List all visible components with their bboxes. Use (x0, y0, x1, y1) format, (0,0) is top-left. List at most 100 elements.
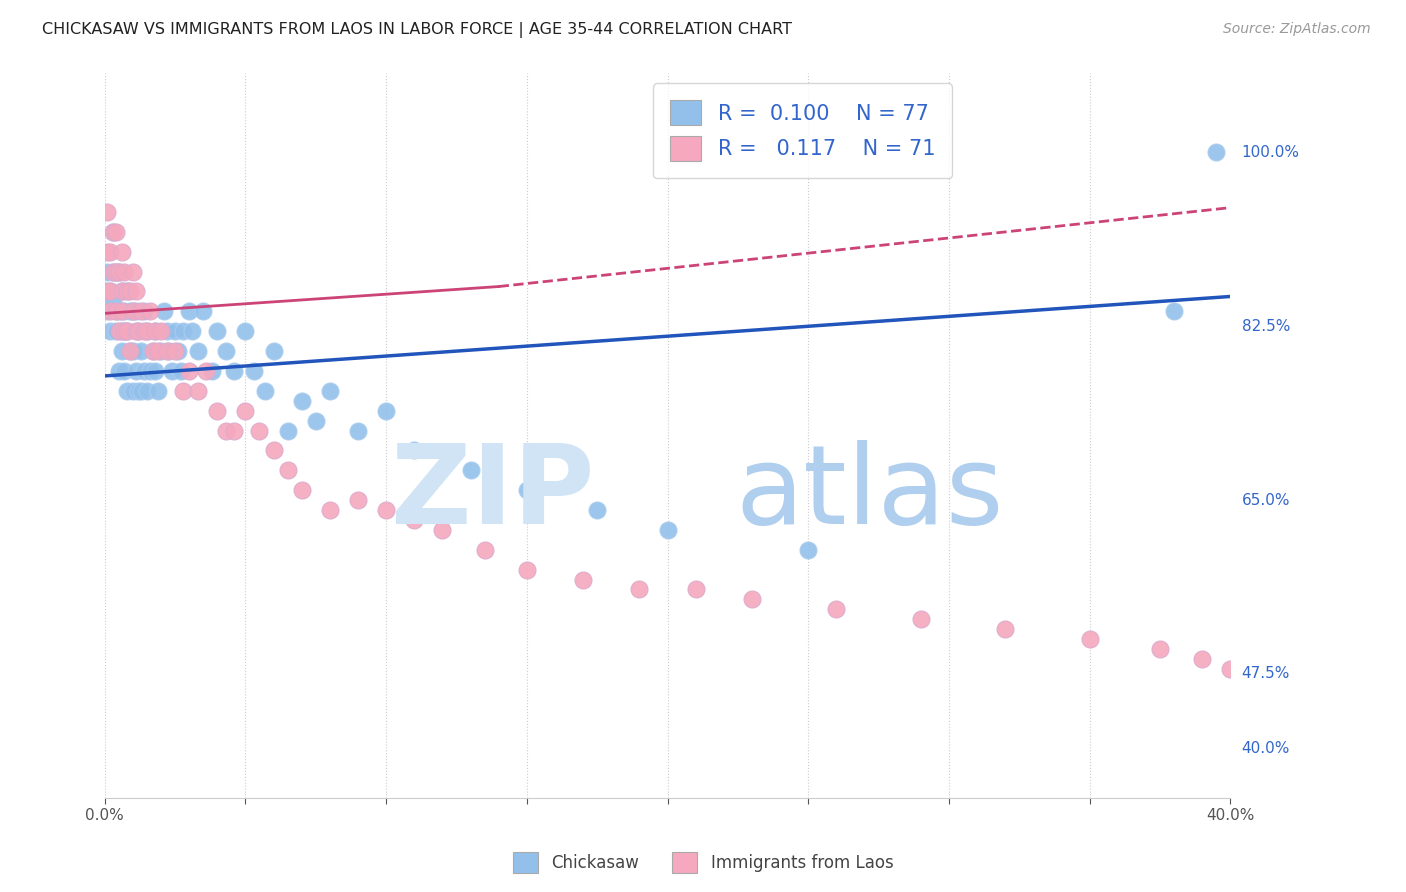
Point (254, 384, 277, 398)
Text: 100.0%: 100.0% (1241, 145, 1299, 160)
Point (98, 285, 121, 299)
Point (157, 344, 180, 359)
Point (127, 324, 149, 338)
Point (155, 344, 177, 359)
Point (98, 304, 121, 318)
Point (628, 582, 651, 597)
Point (1219, 662, 1241, 676)
Point (432, 523, 454, 537)
Point (121, 384, 143, 398)
Text: 82.5%: 82.5% (1241, 318, 1289, 334)
Point (121, 304, 143, 318)
Point (118, 344, 141, 359)
Point (263, 443, 285, 458)
Point (181, 324, 204, 338)
Point (110, 304, 132, 318)
Point (1205, 145, 1227, 160)
Point (132, 324, 155, 338)
Point (1331, 701, 1354, 715)
Point (121, 344, 143, 359)
Point (404, 513, 426, 527)
Point (375, 503, 398, 517)
Point (118, 285, 141, 299)
Point (685, 582, 707, 597)
Point (375, 403, 398, 417)
Point (98, 324, 121, 338)
Point (124, 304, 146, 318)
Point (207, 403, 229, 417)
Point (172, 384, 194, 398)
Text: atlas: atlas (735, 440, 1004, 547)
Point (127, 324, 149, 338)
Point (118, 344, 141, 359)
Point (572, 573, 595, 587)
Point (1149, 642, 1171, 657)
Point (98, 244, 121, 259)
Point (474, 542, 496, 557)
Point (263, 344, 285, 359)
Point (107, 265, 129, 279)
Point (104, 265, 127, 279)
Point (115, 384, 138, 398)
Point (797, 542, 820, 557)
Point (104, 304, 127, 318)
Point (1078, 632, 1101, 647)
Point (132, 364, 155, 378)
Point (96, 285, 118, 299)
Point (215, 344, 238, 359)
Point (143, 364, 166, 378)
Point (101, 225, 124, 239)
Point (319, 384, 342, 398)
Point (1303, 691, 1326, 706)
Point (195, 364, 218, 378)
Point (115, 285, 138, 299)
Point (96, 304, 118, 318)
Point (243, 364, 266, 378)
Point (319, 503, 342, 517)
Point (215, 424, 238, 438)
Point (201, 364, 224, 378)
Point (141, 344, 163, 359)
Text: Source: ZipAtlas.com: Source: ZipAtlas.com (1223, 22, 1371, 37)
Point (107, 324, 129, 338)
Point (249, 424, 271, 438)
Point (107, 265, 129, 279)
Point (121, 304, 143, 318)
Point (586, 503, 609, 517)
Point (96, 205, 118, 219)
Point (404, 443, 426, 458)
Point (291, 393, 314, 408)
Point (657, 523, 679, 537)
Point (110, 324, 132, 338)
Legend: Chickasaw, Immigrants from Laos: Chickasaw, Immigrants from Laos (506, 846, 900, 880)
Point (129, 344, 152, 359)
Legend: R =  0.100    N = 77, R =   0.117    N = 71: R = 0.100 N = 77, R = 0.117 N = 71 (654, 83, 952, 178)
Point (825, 602, 848, 616)
Point (112, 304, 135, 318)
Point (104, 265, 127, 279)
Point (305, 414, 328, 428)
Point (1163, 304, 1185, 318)
Point (224, 424, 246, 438)
Point (107, 304, 129, 318)
Point (741, 592, 763, 607)
Point (1191, 652, 1213, 666)
Point (104, 304, 127, 318)
Point (149, 324, 172, 338)
Point (129, 304, 152, 318)
Point (166, 344, 188, 359)
Point (107, 364, 129, 378)
Point (124, 285, 146, 299)
Point (146, 344, 169, 359)
Point (96, 244, 118, 259)
Point (160, 364, 183, 378)
Point (277, 424, 299, 438)
Point (101, 294, 124, 309)
Point (347, 424, 370, 438)
Point (207, 324, 229, 338)
Point (179, 304, 201, 318)
Point (118, 304, 141, 318)
Point (115, 324, 138, 338)
Point (115, 285, 138, 299)
Text: 40.0%: 40.0% (1241, 741, 1289, 756)
